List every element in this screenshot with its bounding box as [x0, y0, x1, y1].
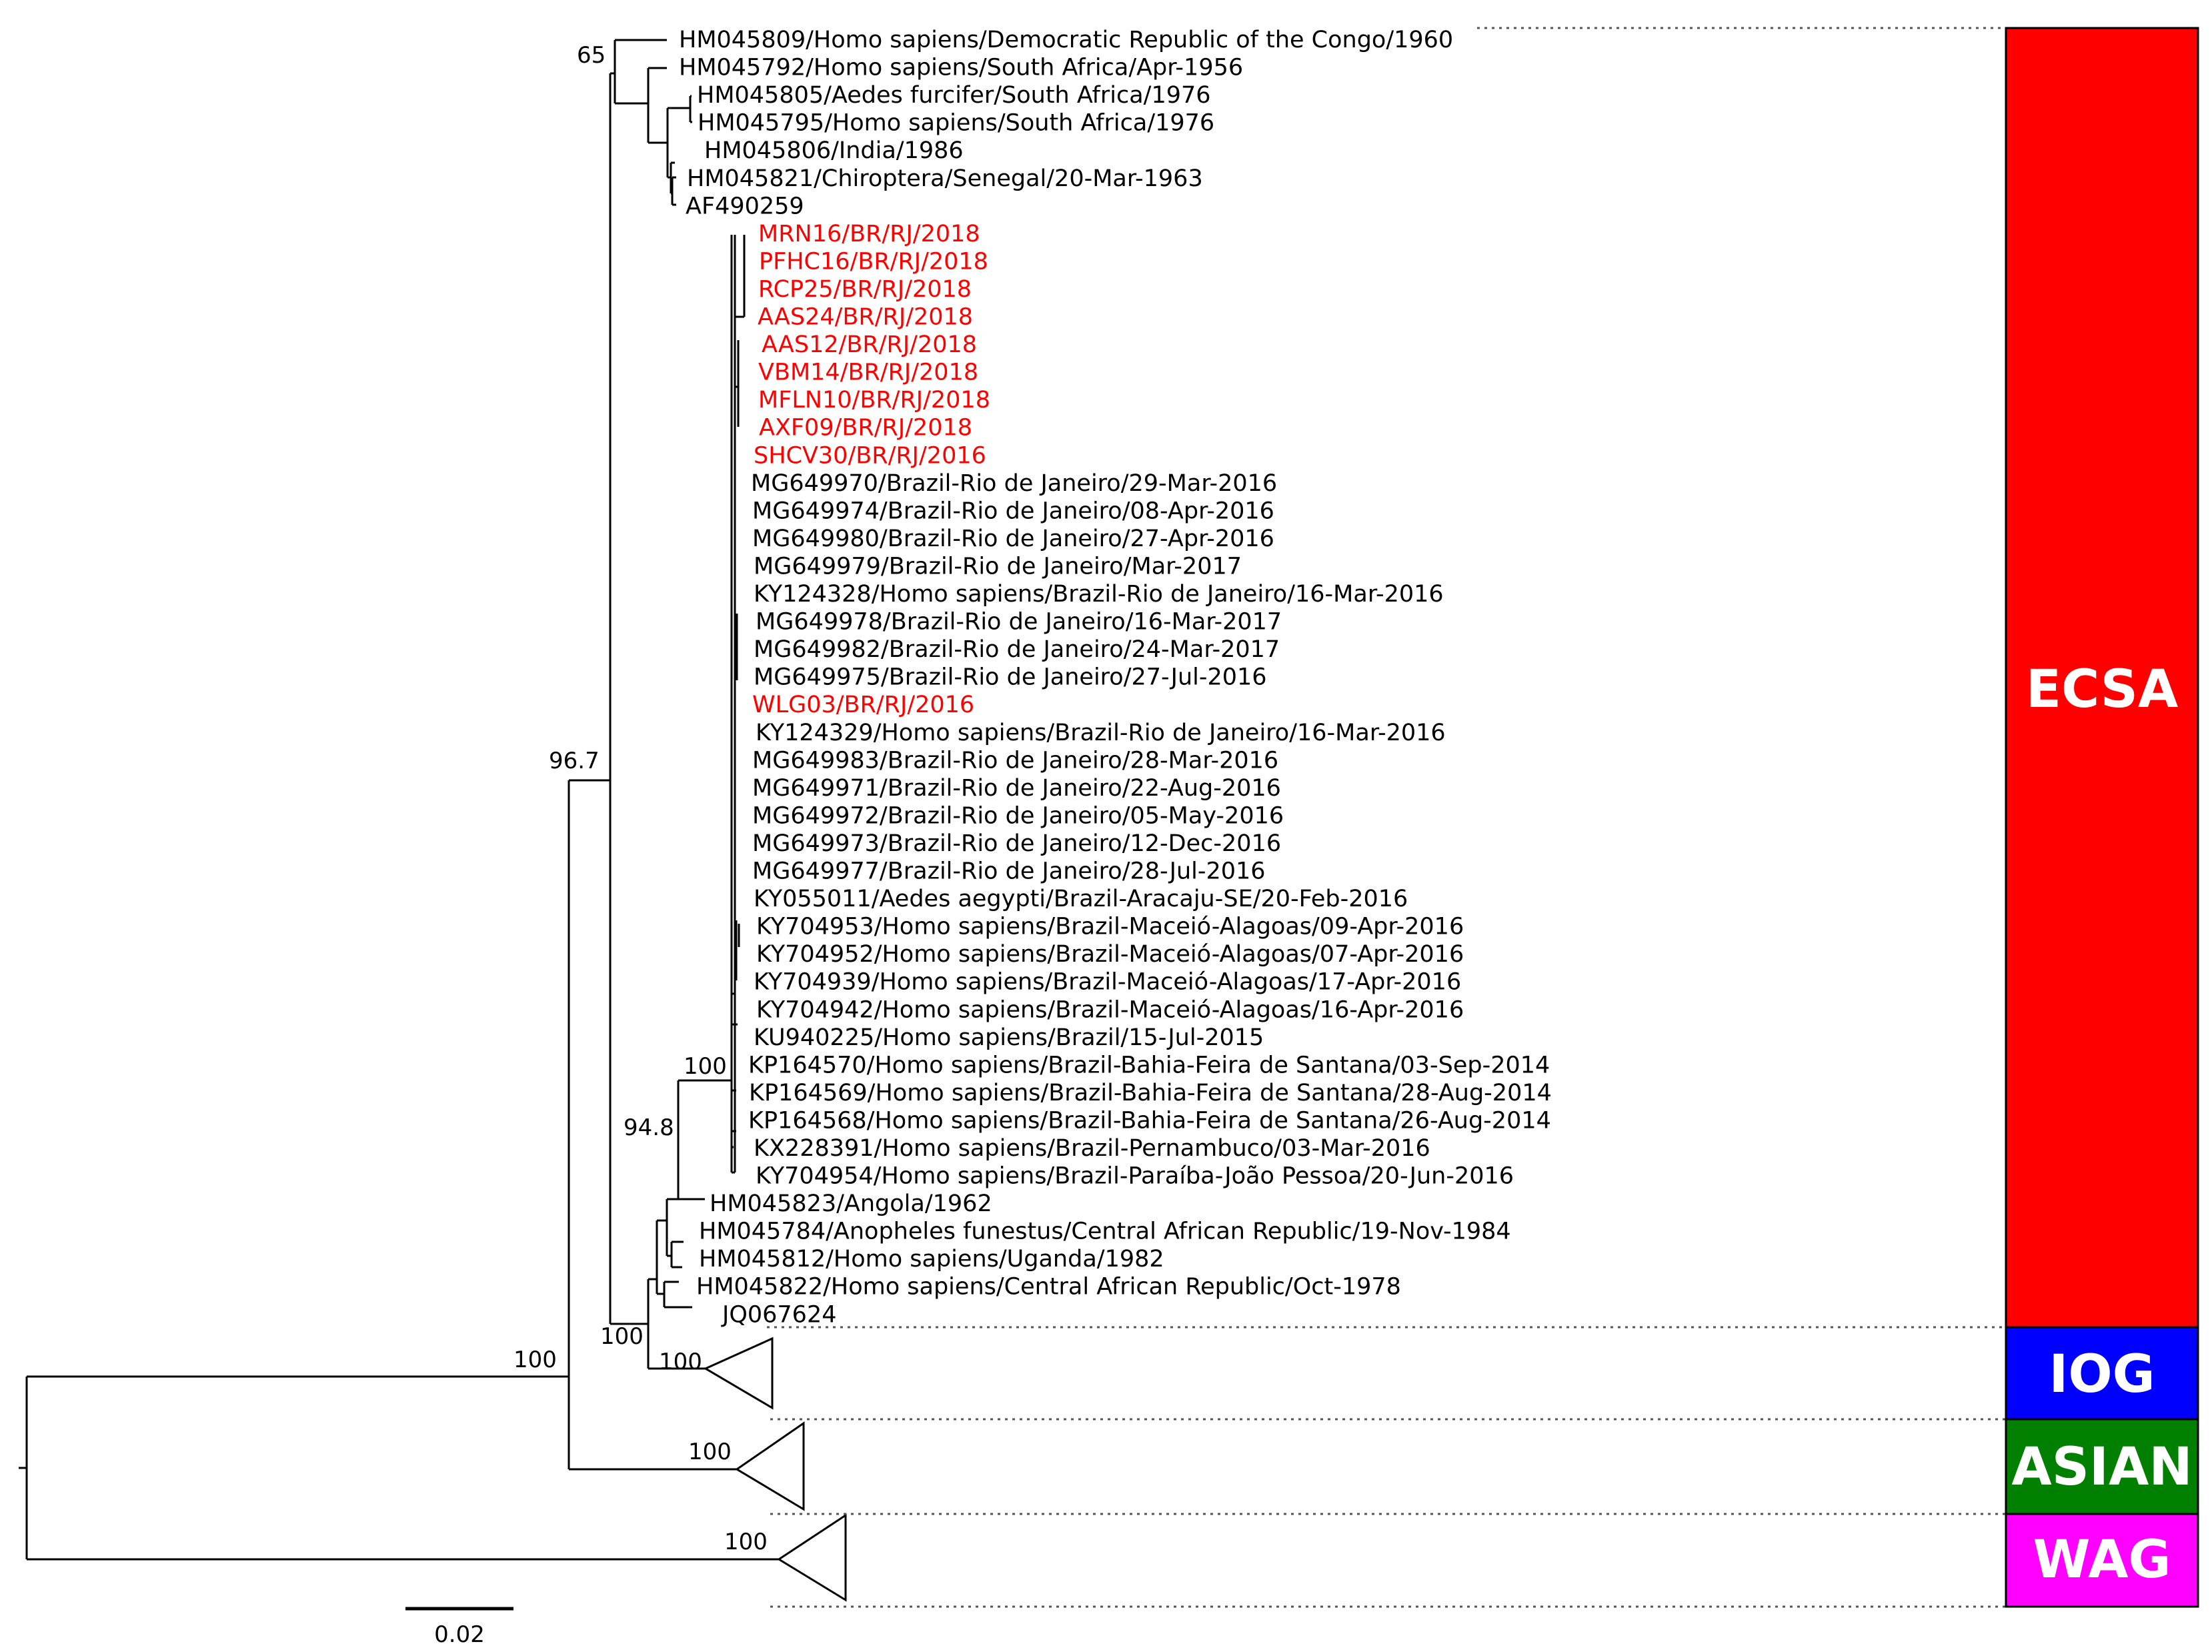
tip-labels: HM045809/Homo sapiens/Democratic Republi… — [679, 27, 1552, 1328]
tip-label: MG649972/Brazil-Rio de Janeiro/05-May-20… — [752, 802, 1284, 829]
scale-bar: 0.02 — [405, 1607, 513, 1648]
tip-label: HM045795/Homo sapiens/South Africa/1976 — [698, 110, 1214, 137]
tip-label: HM045792/Homo sapiens/South Africa/Apr-1… — [679, 55, 1243, 81]
tip-label: KX228391/Homo sapiens/Brazil-Pernambuco/… — [754, 1135, 1430, 1162]
tip-label: KU940225/Homo sapiens/Brazil/15-Jul-2015 — [754, 1024, 1264, 1051]
tip-label: KP164570/Homo sapiens/Brazil-Bahia-Feira… — [748, 1052, 1550, 1078]
tip-label: MG649974/Brazil-Rio de Janeiro/08-Apr-20… — [752, 498, 1274, 524]
tip-label: KY055011/Aedes aegypti/Brazil-Aracaju-SE… — [754, 886, 1408, 912]
clade-bars: ECSA IOG ASIAN WAG — [2005, 27, 2199, 1608]
wag-clade-bar — [2005, 1513, 2199, 1608]
highlighted-tip-label: WLG03/BR/RJ/2016 — [752, 692, 974, 718]
tip-label: HM045784/Anopheles funestus/Central Afri… — [699, 1218, 1511, 1245]
tip-label: KY704953/Homo sapiens/Brazil-Maceió-Alag… — [756, 914, 1464, 940]
ecsa-clade-label: ECSA — [2026, 660, 2179, 720]
tip-label: KY124328/Homo sapiens/Brazil-Rio de Jane… — [754, 581, 1444, 608]
support-label: 100 — [684, 1053, 727, 1080]
tip-label: KY704939/Homo sapiens/Brazil-Maceió-Alag… — [754, 969, 1461, 996]
asian-clade-label: ASIAN — [2011, 1437, 2192, 1497]
iog-clade-label: IOG — [2049, 1345, 2155, 1405]
tip-label: MG649973/Brazil-Rio de Janeiro/12-Dec-20… — [752, 830, 1281, 857]
tip-label: MG649975/Brazil-Rio de Janeiro/27-Jul-20… — [754, 664, 1267, 691]
support-label: 100 — [600, 1323, 644, 1350]
support-label: 94.8 — [624, 1114, 674, 1141]
support-label: 96.7 — [549, 748, 600, 774]
scale-bar-label: 0.02 — [434, 1621, 485, 1648]
tip-label: HM045821/Chiroptera/Senegal/20-Mar-1963 — [687, 165, 1203, 192]
tip-label: KP164569/Homo sapiens/Brazil-Bahia-Feira… — [749, 1080, 1552, 1106]
highlighted-tip-label: MRN16/BR/RJ/2018 — [758, 221, 980, 247]
tree-branches — [19, 39, 847, 1602]
support-label: 100 — [659, 1349, 702, 1375]
support-label: 100 — [688, 1439, 732, 1465]
tip-label: KY704954/Homo sapiens/Brazil-Paraíba-Joã… — [756, 1163, 1514, 1190]
tip-label: HM045805/Aedes furcifer/South Africa/197… — [697, 82, 1211, 109]
tip-label: KY704942/Homo sapiens/Brazil-Maceió-Alag… — [756, 996, 1464, 1023]
clade-separators — [767, 27, 2006, 1608]
support-label: 65 — [577, 42, 606, 69]
highlighted-tip-label: RCP25/BR/RJ/2018 — [758, 276, 972, 303]
ecsa-clade-bar — [2005, 27, 2199, 1329]
tip-label: HM045809/Homo sapiens/Democratic Republi… — [679, 27, 1453, 53]
iog-clade-bar — [2005, 1326, 2199, 1421]
tip-label: MG649980/Brazil-Rio de Janeiro/27-Apr-20… — [752, 526, 1274, 552]
tip-label: MG649978/Brazil-Rio de Janeiro/16-Mar-20… — [756, 609, 1282, 636]
tip-label: HM045823/Angola/1962 — [710, 1190, 992, 1217]
support-label: 100 — [724, 1529, 768, 1555]
highlighted-tip-label: VBM14/BR/RJ/2018 — [758, 359, 978, 386]
tip-label: MG649979/Brazil-Rio de Janeiro/Mar-2017 — [754, 553, 1242, 580]
tip-label: KY704952/Homo sapiens/Brazil-Maceió-Alag… — [756, 941, 1464, 968]
support-label: 100 — [513, 1347, 557, 1373]
highlighted-tip-label: SHCV30/BR/RJ/2016 — [754, 442, 986, 469]
tip-label: MG649977/Brazil-Rio de Janeiro/28-Jul-20… — [752, 858, 1266, 885]
tip-label: HM045822/Homo sapiens/Central African Re… — [696, 1274, 1401, 1301]
tip-label: MG649971/Brazil-Rio de Janeiro/22-Aug-20… — [752, 775, 1281, 802]
tip-label: AF490259 — [686, 193, 804, 219]
tip-label: HM045812/Homo sapiens/Uganda/1982 — [699, 1246, 1164, 1273]
tip-label: MG649982/Brazil-Rio de Janeiro/24-Mar-20… — [754, 636, 1280, 663]
wag-clade-label: WAG — [2033, 1530, 2171, 1590]
highlighted-tip-label: AXF09/BR/RJ/2018 — [759, 415, 972, 442]
tip-label: MG649970/Brazil-Rio de Janeiro/29-Mar-20… — [751, 470, 1277, 497]
highlighted-tip-label: AAS24/BR/RJ/2018 — [758, 304, 973, 331]
support-values: 65 96.7 100 94.8 100 100 100 100 100 — [513, 42, 768, 1555]
tip-label: KP164568/Homo sapiens/Brazil-Bahia-Feira… — [748, 1107, 1551, 1134]
tip-label: MG649983/Brazil-Rio de Janeiro/28-Mar-20… — [752, 747, 1278, 774]
highlighted-tip-label: PFHC16/BR/RJ/2018 — [759, 248, 988, 275]
highlighted-tip-label: AAS12/BR/RJ/2018 — [762, 331, 977, 358]
highlighted-tip-label: MFLN10/BR/RJ/2018 — [758, 387, 990, 414]
tip-label: HM045806/India/1986 — [704, 137, 964, 164]
tip-label: JQ067624 — [721, 1301, 836, 1328]
tip-label: KY124329/Homo sapiens/Brazil-Rio de Jane… — [756, 720, 1446, 746]
asian-clade-bar — [2005, 1418, 2199, 1515]
